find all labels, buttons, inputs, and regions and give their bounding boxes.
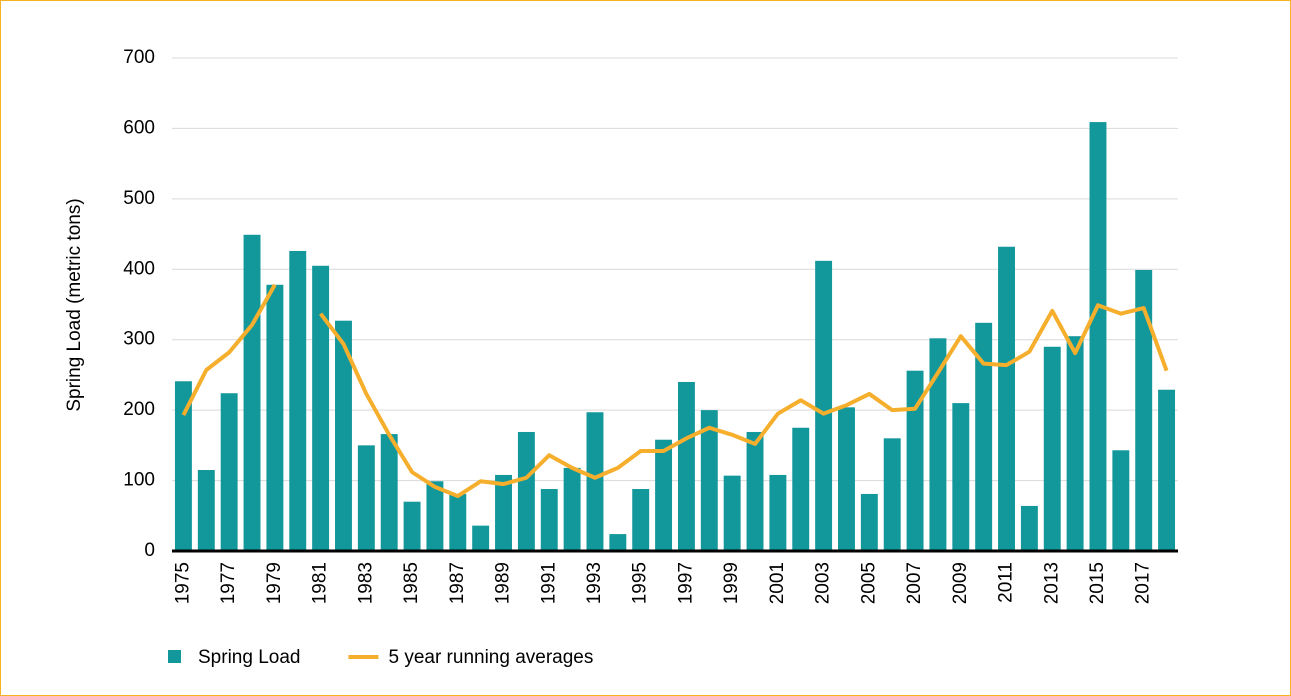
bar bbox=[266, 284, 284, 551]
x-tick-label: 1991 bbox=[538, 562, 559, 604]
x-tick-label: 1977 bbox=[218, 562, 239, 604]
x-tick-label: 2009 bbox=[950, 562, 971, 604]
bar bbox=[357, 445, 375, 551]
bar bbox=[174, 381, 192, 551]
bar bbox=[1020, 505, 1038, 551]
y-tick-label: 300 bbox=[123, 329, 155, 350]
bar bbox=[540, 489, 558, 551]
bar bbox=[312, 265, 330, 551]
bar bbox=[1135, 269, 1153, 551]
bar bbox=[426, 481, 444, 551]
bar bbox=[1112, 450, 1130, 551]
x-tick-label: 2007 bbox=[904, 562, 925, 604]
bar bbox=[586, 412, 604, 551]
bar bbox=[952, 403, 970, 551]
bar bbox=[792, 427, 810, 551]
x-tick-label: 1975 bbox=[172, 562, 193, 604]
y-tick-label: 500 bbox=[123, 188, 155, 209]
y-tick-label: 200 bbox=[123, 399, 155, 420]
bar bbox=[380, 434, 398, 551]
bar bbox=[335, 320, 352, 551]
bar bbox=[975, 322, 993, 551]
y-tick-label: 0 bbox=[144, 540, 155, 561]
bar bbox=[677, 381, 695, 551]
bar bbox=[609, 534, 627, 551]
bar bbox=[746, 431, 764, 551]
bar bbox=[1066, 336, 1084, 551]
x-tick-label: 2013 bbox=[1041, 562, 1062, 604]
x-tick-label: 2011 bbox=[996, 562, 1017, 603]
x-tick-label: 1989 bbox=[493, 562, 514, 604]
bar bbox=[243, 234, 261, 552]
x-tick-label: 2001 bbox=[767, 562, 788, 604]
legend-label: Spring Load bbox=[198, 647, 300, 668]
x-tick-label: 1997 bbox=[675, 562, 696, 604]
bar bbox=[860, 493, 878, 551]
bar bbox=[403, 501, 421, 551]
bar bbox=[289, 250, 307, 551]
x-tick-label: 1987 bbox=[447, 562, 468, 604]
legend-marker bbox=[168, 650, 181, 663]
bar bbox=[563, 467, 581, 551]
x-tick-label: 2005 bbox=[858, 562, 879, 604]
x-tick-label: 2003 bbox=[813, 562, 834, 604]
y-tick-label: 600 bbox=[123, 117, 155, 138]
legend-label: 5 year running averages bbox=[388, 647, 593, 668]
y-tick-label: 100 bbox=[123, 470, 155, 491]
bar bbox=[998, 246, 1015, 551]
bar bbox=[449, 493, 467, 551]
line bbox=[181, 283, 1169, 499]
bar bbox=[838, 407, 855, 551]
bar bbox=[517, 431, 535, 551]
bar bbox=[700, 410, 718, 551]
x-tick-label: 1985 bbox=[401, 562, 422, 604]
x-tick-label: 1993 bbox=[584, 562, 605, 604]
bar bbox=[632, 489, 650, 551]
x-tick-label: 1999 bbox=[721, 562, 742, 604]
bar bbox=[723, 475, 741, 551]
y-axis-label: Spring Load (metric tons) bbox=[64, 198, 85, 411]
bar bbox=[1043, 346, 1061, 551]
x-tick-label: 1981 bbox=[310, 562, 331, 604]
y-tick-label: 700 bbox=[123, 47, 155, 68]
bar bbox=[769, 474, 787, 551]
bar bbox=[883, 438, 901, 551]
bar bbox=[220, 393, 238, 551]
bar bbox=[655, 439, 673, 551]
x-tick-label: 2015 bbox=[1087, 562, 1108, 604]
bar bbox=[472, 525, 490, 551]
bar bbox=[1089, 122, 1107, 551]
bar bbox=[906, 370, 924, 551]
bar bbox=[815, 260, 833, 551]
x-tick-label: 1979 bbox=[264, 562, 285, 604]
x-tick-label: 1983 bbox=[355, 562, 376, 604]
x-tick-label: 1995 bbox=[630, 562, 651, 604]
x-tick-label: 2017 bbox=[1133, 562, 1154, 604]
bar bbox=[197, 470, 215, 551]
bar bbox=[1158, 389, 1176, 551]
bar bbox=[495, 474, 512, 551]
bar bbox=[929, 338, 947, 551]
y-tick-label: 400 bbox=[123, 258, 155, 279]
